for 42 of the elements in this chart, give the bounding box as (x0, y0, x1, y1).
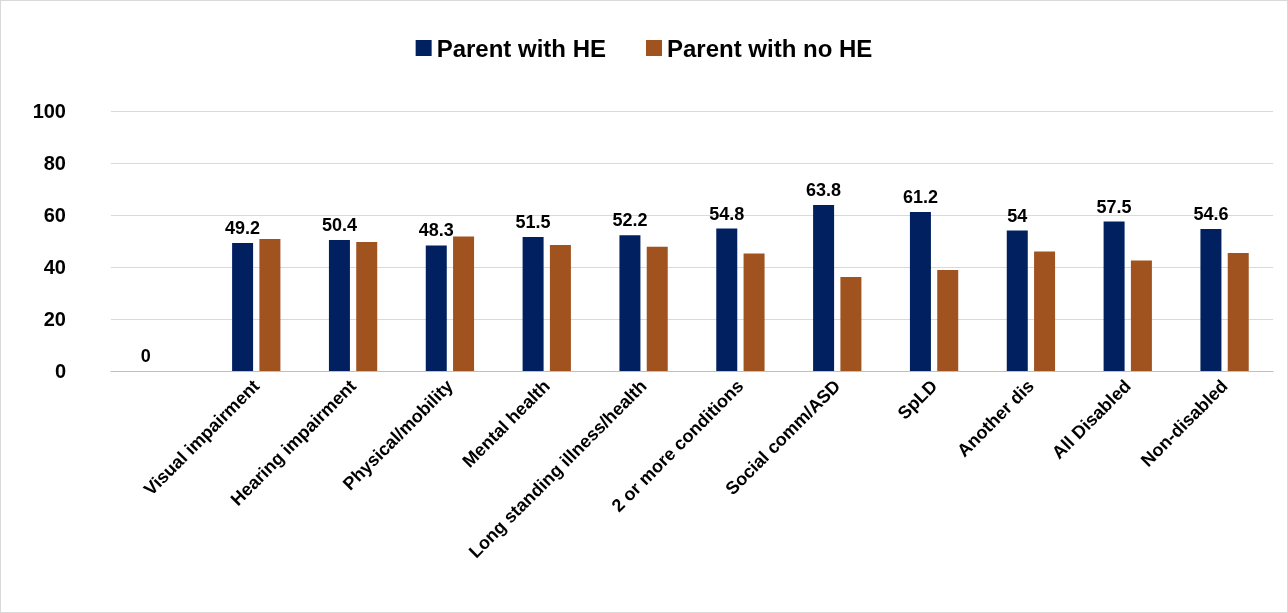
bar (1103, 221, 1125, 371)
bar (549, 244, 571, 371)
data-label: 48.3 (418, 220, 454, 241)
bar (937, 270, 959, 371)
y-tick-label: 0 (54, 360, 66, 382)
bar (619, 235, 641, 371)
bar (259, 238, 281, 371)
bar (813, 205, 835, 371)
legend-label: Parent with no HE (667, 34, 873, 62)
y-tick-label: 80 (43, 152, 66, 174)
bar (1006, 230, 1028, 371)
data-label: 52.2 (612, 210, 648, 231)
bar (840, 276, 862, 371)
bar (1034, 251, 1056, 371)
bar (646, 246, 668, 371)
legend-label: Parent with HE (436, 34, 607, 62)
data-label: 50.4 (321, 214, 357, 235)
bar (453, 236, 475, 371)
bar (743, 253, 765, 371)
y-tick-label: 20 (43, 308, 66, 330)
bar (232, 243, 254, 371)
data-label: 0 (140, 346, 151, 366)
bar (1130, 260, 1152, 371)
bar (522, 237, 544, 371)
data-label: 57.5 (1096, 196, 1132, 217)
bar (1200, 229, 1222, 371)
data-label: 61.2 (902, 186, 938, 207)
data-label: 63.8 (806, 180, 842, 201)
y-tick-label: 100 (32, 100, 66, 122)
data-label: 54.6 (1193, 204, 1229, 225)
data-label: 49.2 (225, 218, 261, 239)
y-tick-label: 40 (43, 256, 66, 278)
bar (356, 242, 378, 371)
bar (909, 211, 931, 371)
bar (716, 228, 738, 371)
y-tick-label: 60 (43, 204, 66, 226)
bar (328, 239, 350, 371)
data-label: 54 (1007, 205, 1028, 226)
data-label: 54.8 (709, 203, 745, 224)
bar (425, 245, 447, 371)
bar (1227, 252, 1249, 371)
data-label: 51.5 (515, 212, 551, 233)
